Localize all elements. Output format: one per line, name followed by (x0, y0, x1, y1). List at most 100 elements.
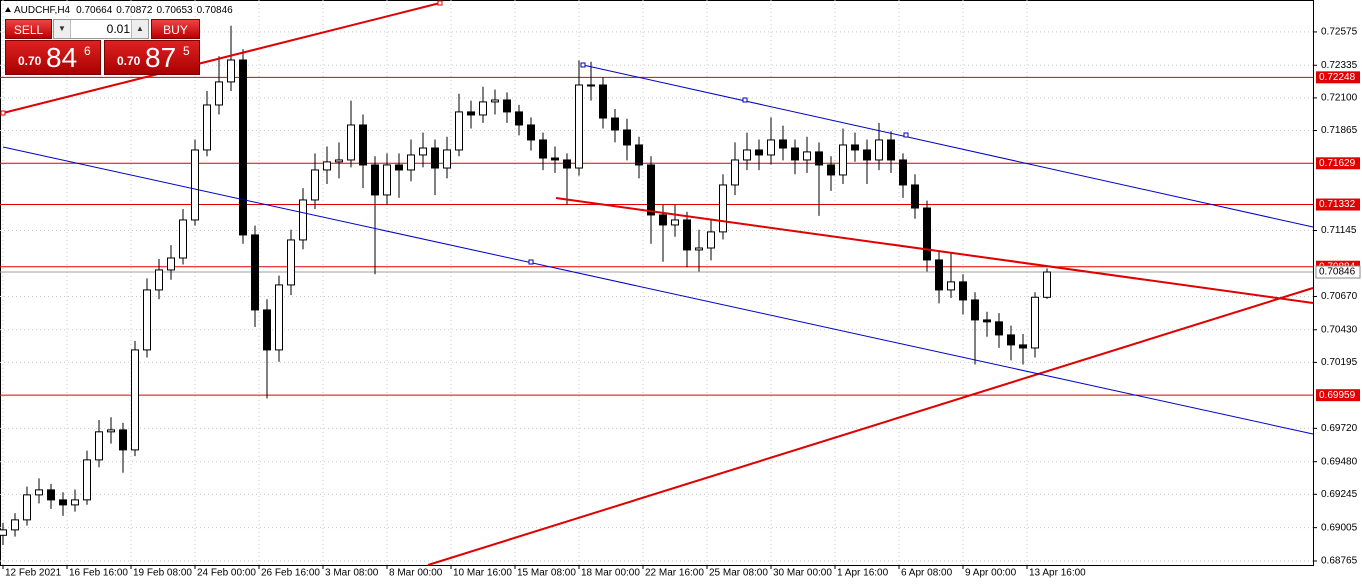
candle-body (71, 499, 79, 506)
candle-body (11, 519, 19, 531)
axes: 0.725750.723350.721000.718650.711450.706… (2, 27, 1361, 579)
candle-body (599, 84, 607, 119)
symbol: AUDCHF,H4 (14, 5, 71, 16)
x-tick-label: 19 Feb 08:00 (133, 568, 192, 579)
y-tick-label: 0.69245 (1321, 489, 1358, 500)
candle-body (635, 144, 643, 166)
x-tick-label: 15 Mar 08:00 (517, 568, 576, 579)
y-tick-label: 0.70430 (1321, 324, 1358, 335)
y-tick-label: 0.72335 (1321, 60, 1358, 71)
x-tick-label: 9 Apr 00:00 (965, 568, 1017, 579)
anchor (0, 110, 6, 116)
candle-body (623, 129, 631, 146)
header-icon (5, 7, 11, 12)
candle-body (551, 157, 559, 161)
lot-down[interactable]: ▼ (54, 20, 71, 38)
x-tick-label: 12 Feb 2021 (5, 568, 62, 579)
candle-body (803, 151, 811, 161)
candle-body (263, 309, 271, 351)
y-tick-label: 0.68765 (1321, 556, 1358, 567)
candle-body (467, 111, 475, 116)
x-tick-label: 24 Feb 00:00 (197, 568, 256, 579)
candle-body (407, 154, 415, 171)
candle-body (695, 247, 703, 251)
x-tick-label: 25 Mar 08:00 (709, 568, 768, 579)
candle-body (359, 124, 367, 166)
candle-body (995, 321, 1003, 336)
candle-body (131, 349, 139, 451)
candle-body (923, 207, 931, 261)
level-label-bg (1316, 71, 1360, 84)
candle-body (515, 111, 523, 126)
candle-body (731, 159, 739, 186)
candle-body (899, 159, 907, 186)
y-tick-label: 0.72575 (1321, 27, 1358, 38)
x-tick-label: 30 Mar 00:00 (773, 568, 832, 579)
ohlc-low: 0.70653 (156, 5, 193, 16)
candle-body (443, 149, 451, 169)
candle-body (299, 199, 307, 241)
candle-body (1019, 344, 1027, 349)
anchor (528, 259, 534, 265)
lot-up[interactable]: ▲ (131, 20, 148, 38)
buy-button[interactable]: BUY (151, 19, 200, 39)
candle-body (155, 269, 163, 291)
candle-body (311, 169, 319, 201)
candle-body (719, 184, 727, 233)
candle-body (419, 147, 427, 156)
anchor (903, 132, 909, 138)
ohlc-open: 0.70664 (76, 5, 113, 16)
candle-body (347, 124, 355, 161)
candle-body (371, 164, 379, 196)
anchor (580, 62, 586, 68)
price-label: 0.70846 (1319, 267, 1356, 278)
candle-body (671, 219, 679, 226)
trend-line (427, 287, 1314, 566)
x-tick-label: 6 Apr 08:00 (901, 568, 953, 579)
level-label: 0.71332 (1319, 199, 1356, 210)
bid-quote[interactable]: 0.70 84 6 (5, 40, 101, 75)
candle-body (287, 239, 295, 286)
candle-body (1031, 296, 1039, 349)
candle-body (239, 59, 247, 236)
bid-big: 0.70 (18, 54, 42, 68)
candle-body (911, 184, 919, 209)
candle-body (503, 99, 511, 113)
x-tick-label: 26 Feb 16:00 (261, 568, 320, 579)
y-tick-label: 0.70670 (1321, 291, 1358, 302)
y-tick-label: 0.69480 (1321, 456, 1358, 467)
candle-body (59, 499, 67, 506)
ohlc-close: 0.70846 (197, 5, 234, 16)
candle-body (839, 144, 847, 176)
level-label-bg (1316, 198, 1360, 211)
candle-body (815, 151, 823, 166)
candle-body (1007, 334, 1015, 346)
candle-body (755, 149, 763, 156)
candle-body (611, 117, 619, 131)
candle-body (743, 149, 751, 161)
y-tick-label: 0.70195 (1321, 357, 1358, 368)
ask-big: 0.70 (117, 54, 141, 68)
sell-button[interactable]: SELL (5, 19, 52, 39)
candle-body (179, 219, 187, 259)
ohlc-high: 0.70872 (116, 5, 153, 16)
candle-body (203, 104, 211, 151)
x-tick-label: 18 Mar 00:00 (581, 568, 640, 579)
x-tick-label: 8 Mar 00:00 (389, 568, 443, 579)
ask-quote[interactable]: 0.70 87 5 (104, 40, 200, 75)
anchor (742, 97, 748, 103)
candle-body (779, 139, 787, 149)
candle-body (191, 149, 199, 221)
plot-frame (0, 0, 1314, 566)
y-tick-label: 0.72100 (1321, 93, 1358, 104)
level-label-bg (1316, 389, 1360, 402)
candle-body (275, 284, 283, 351)
candle-body (143, 289, 151, 351)
candle-body (683, 219, 691, 251)
candle-body (971, 299, 979, 321)
x-tick-label: 13 Apr 16:00 (1029, 568, 1086, 579)
lot-size[interactable]: 0.01 (106, 22, 130, 36)
candle-body (875, 139, 883, 161)
candle-body (827, 164, 835, 176)
